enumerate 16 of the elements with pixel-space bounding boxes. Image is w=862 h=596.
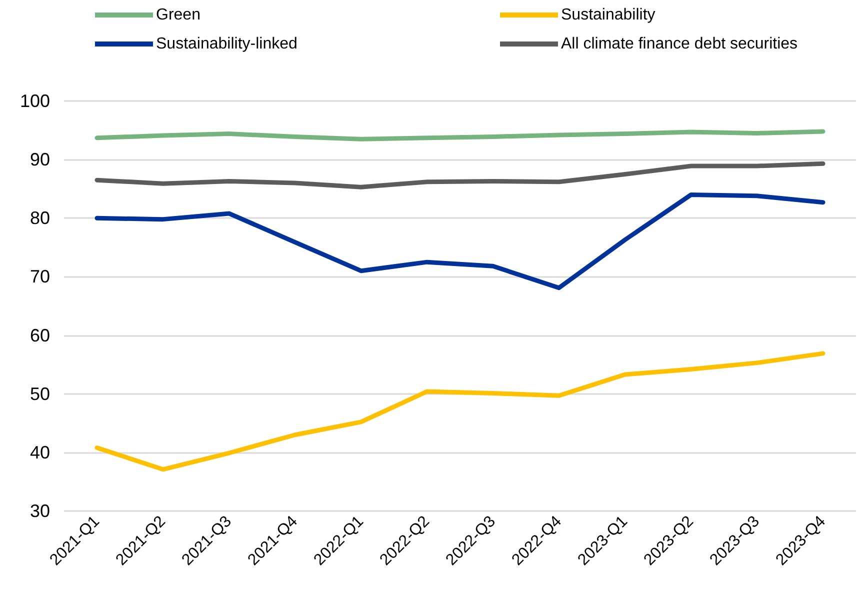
- legend-label: Sustainability-linked: [156, 36, 298, 52]
- legend-label: Green: [156, 6, 200, 24]
- legend-label: All climate finance debt securities: [561, 36, 798, 52]
- line-series: [94, 129, 826, 142]
- y-tick-label: 30: [30, 501, 50, 521]
- y-tick-label: 40: [30, 442, 50, 462]
- y-tick-label: 60: [30, 325, 50, 346]
- line-series: [94, 161, 826, 190]
- y-tick-label: 50: [30, 384, 50, 404]
- y-tick-label: 100: [20, 91, 50, 111]
- y-tick-label: 90: [30, 150, 50, 170]
- line-series: [94, 351, 826, 472]
- line-series: [94, 192, 826, 290]
- y-tick-label: 70: [30, 266, 50, 287]
- y-tick-label: 80: [30, 208, 50, 228]
- legend-label: Sustainability: [561, 6, 656, 24]
